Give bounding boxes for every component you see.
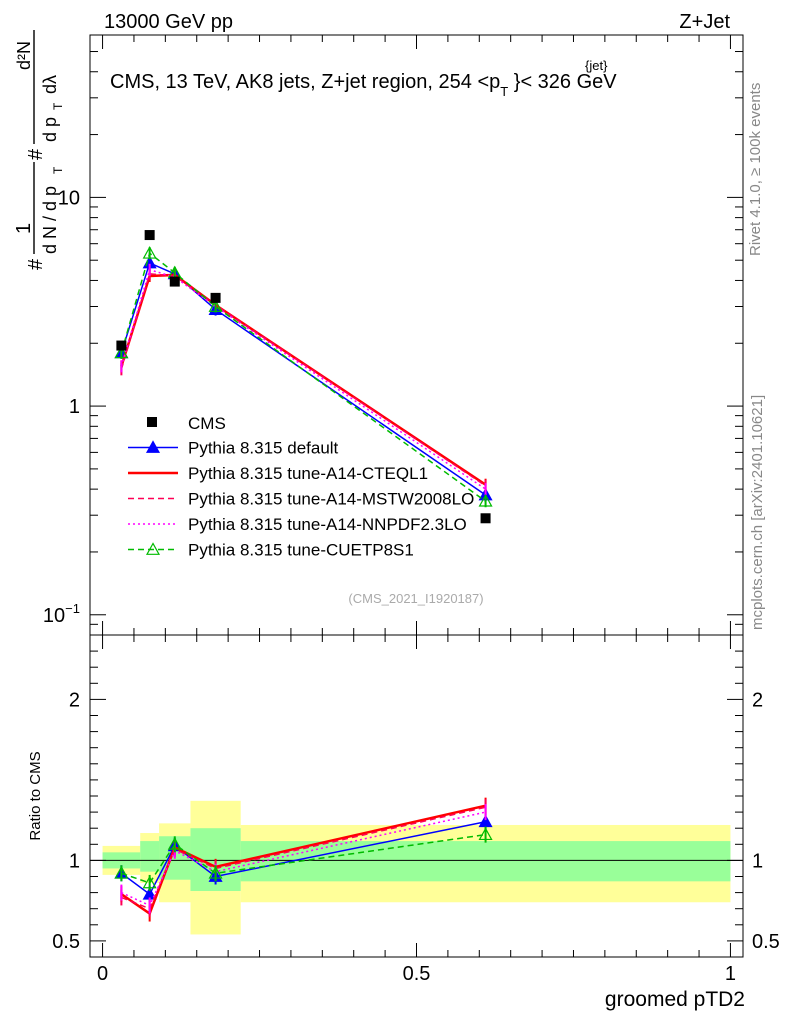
data-point-1 (144, 230, 155, 241)
ratio-y-tick-label-right-1: 1 (752, 850, 763, 872)
main-marker-4-1 (142, 246, 157, 259)
data-point-4 (480, 513, 491, 524)
ratio-marker-0-4 (478, 814, 493, 828)
data-point-0 (116, 340, 127, 351)
ylabel-dpt: d p (40, 117, 60, 142)
legend-label-4: Pythia 8.315 tune-CUETP8S1 (188, 541, 414, 560)
main-marker-4-4 (478, 493, 493, 507)
main-y-tick-base: 10 (43, 605, 65, 627)
main-line-0 (120, 261, 486, 496)
header-left: 13000 GeV pp (104, 11, 233, 33)
main-marker-4-0 (114, 345, 129, 359)
legend-label-0: Pythia 8.315 default (188, 439, 339, 458)
main-y-axis-label: # 1 d N / d p T # d²N d p T dλ (13, 30, 65, 270)
plot-title-tail: }< 326 GeV (514, 71, 618, 93)
legend-label-1: Pythia 8.315 tune-A14-CTEQL1 (188, 464, 428, 483)
ratio-y-tick-label-left-1: 1 (69, 850, 80, 872)
ylabel-d2n: d²N (14, 41, 34, 70)
data-point-2 (169, 276, 180, 287)
plot-title-main: CMS, 13 TeV, AK8 jets, Z+jet region, 254… (110, 71, 500, 93)
ratio-y-tick-label-left-0: 0.5 (52, 931, 80, 953)
legend-label-3: Pythia 8.315 tune-A14-NNPDF2.3LO (188, 515, 467, 534)
main-marker-4-3 (208, 299, 223, 312)
legend: CMS Pythia 8.315 default Pythia 8.315 tune… (128, 414, 474, 560)
ylabel-dlambda: dλ (40, 75, 60, 94)
legend-label-data: CMS (188, 414, 226, 433)
x-axis-label: groomed pTD2 (605, 988, 745, 1011)
mcplots-label: mcplots.cern.ch [arXiv:2401.10621] (749, 395, 766, 630)
plot-title: CMS, 13 TeV, AK8 jets, Z+jet region, 254… (110, 71, 617, 99)
ratio-y-tick-label-left-2: 2 (69, 689, 80, 711)
ratio-plot-frame (89, 634, 744, 958)
ratio-y-axis-label: Ratio to CMS (27, 751, 44, 840)
ratio-y-tick-label-right-0: 0.5 (752, 931, 780, 953)
ratio-marker-4-3 (208, 866, 223, 879)
main-y-tick-label-2: 10 (58, 187, 80, 209)
ratio-marker-4-2 (167, 837, 182, 850)
axis-ticks (90, 34, 743, 957)
ylabel-hash1: # (25, 258, 47, 270)
plot-title-sub: T (500, 84, 508, 99)
x-tick-label-0: 0 (97, 963, 108, 985)
ratio-series-group (114, 797, 493, 922)
legend-label-2: Pythia 8.315 tune-A14-MSTW2008LO (188, 490, 474, 509)
ylabel-t1: T (51, 166, 65, 174)
ratio-marker-4-4 (478, 827, 493, 841)
band-inner-1 (140, 841, 160, 872)
header-right: Z+Jet (679, 11, 730, 33)
ylabel-hash2: # (25, 148, 47, 160)
x-tick-label-1: 0.5 (403, 963, 431, 985)
data-point-3 (210, 292, 221, 303)
main-y-tick-label-1: 1 (69, 396, 80, 418)
x-tick-label-2: 1 (725, 963, 736, 985)
ratio-marker-4-0 (114, 866, 129, 879)
ylabel-t2: T (51, 102, 65, 110)
ratio-y-tick-label-right-2: 2 (752, 689, 763, 711)
legend-marker-4 (145, 542, 161, 555)
ylabel-one: 1 (13, 223, 35, 234)
main-y-tick-label-0: 10−1 (43, 601, 80, 627)
ratio-uncertainty-bands (102, 800, 731, 935)
main-data-points (116, 230, 491, 524)
analysis-tag: (CMS_2021_I1920187) (348, 591, 483, 606)
band-inner-4 (240, 841, 731, 882)
rivet-version-label: Rivet 4.1.0, ≥ 100k events (747, 83, 764, 256)
ratio-marker-4-1 (142, 875, 157, 889)
ylabel-dn: d N / d p (40, 186, 60, 254)
legend-marker-0 (145, 440, 161, 453)
legend-marker-data (147, 417, 157, 427)
main-y-tick-exp: −1 (65, 601, 80, 616)
plot-title-superscript: {jet} (585, 58, 608, 73)
